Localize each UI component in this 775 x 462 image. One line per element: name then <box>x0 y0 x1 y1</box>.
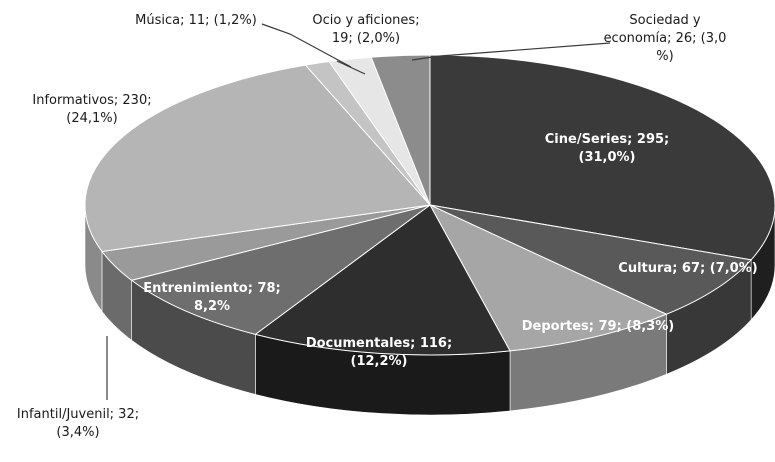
slice-documentales <box>254 204 511 356</box>
label-cultura: Cultura; 67; (7,0%) <box>618 261 757 276</box>
label-ocio-y-aficiones: Ocio y aficiones; 19; (2,0%) <box>312 13 419 46</box>
label-line: Documentales; 116; <box>306 336 452 351</box>
label-line: Sociedad y <box>629 13 701 28</box>
leader-line-musica <box>261 23 352 68</box>
label-sociedad-y-economia: Sociedad y economía; 26; (3,0%) <box>604 13 727 64</box>
label-line: 19; (2,0%) <box>332 31 400 46</box>
slice-sociedad-y-economia <box>370 54 431 206</box>
label-musica: Música; 11; (1,2%) <box>135 13 257 28</box>
leader-line-ocio-y-aficiones <box>336 60 366 75</box>
label-line: Entrenimiento; 78; <box>143 281 281 296</box>
label-line: Infantil/Juvenil; 32; <box>17 407 139 422</box>
label-line: Informativos; 230; <box>32 93 151 108</box>
label-line: economía; 26; (3,0 <box>604 31 727 46</box>
label-entrenimiento: Entrenimiento; 78; 8,2% <box>143 281 281 314</box>
label-line: Cultura; 67; (7,0%) <box>618 261 757 276</box>
slice-deportes <box>428 203 668 352</box>
slice-informativos <box>84 64 431 252</box>
label-line: (24,1%) <box>66 111 117 126</box>
slice-labels: Cine/Series; 295; (31,0%) Cultura; 67; (7,… <box>17 13 758 440</box>
label-line: 8,2% <box>194 299 230 314</box>
label-line: %) <box>656 49 673 64</box>
label-deportes: Deportes; 79; (8,3%) <box>522 319 675 334</box>
label-documentales: Documentales; 116; (12,2%) <box>306 336 452 369</box>
slice-cultura <box>429 204 753 315</box>
pie-top-slices <box>84 54 775 356</box>
label-line: Cine/Series; 295; <box>545 132 669 147</box>
label-line: Ocio y aficiones; <box>312 13 419 28</box>
leader-lines <box>106 23 611 400</box>
slice-entrenimiento <box>130 204 431 335</box>
label-line: (31,0%) <box>579 150 636 165</box>
label-line: (12,2%) <box>351 354 408 369</box>
label-line: Deportes; 79; (8,3%) <box>522 319 675 334</box>
slice-cine-series <box>429 54 775 261</box>
label-infantil-juvenil: Infantil/Juvenil; 32; (3,4%) <box>17 407 139 440</box>
label-informativos: Informativos; 230; (24,1%) <box>32 93 151 126</box>
label-line: (3,4%) <box>56 425 99 440</box>
leader-line-sociedad-y-economia <box>411 42 611 61</box>
label-line: Música; 11; (1,2%) <box>135 13 257 28</box>
label-cine-series: Cine/Series; 295; (31,0%) <box>545 132 669 165</box>
